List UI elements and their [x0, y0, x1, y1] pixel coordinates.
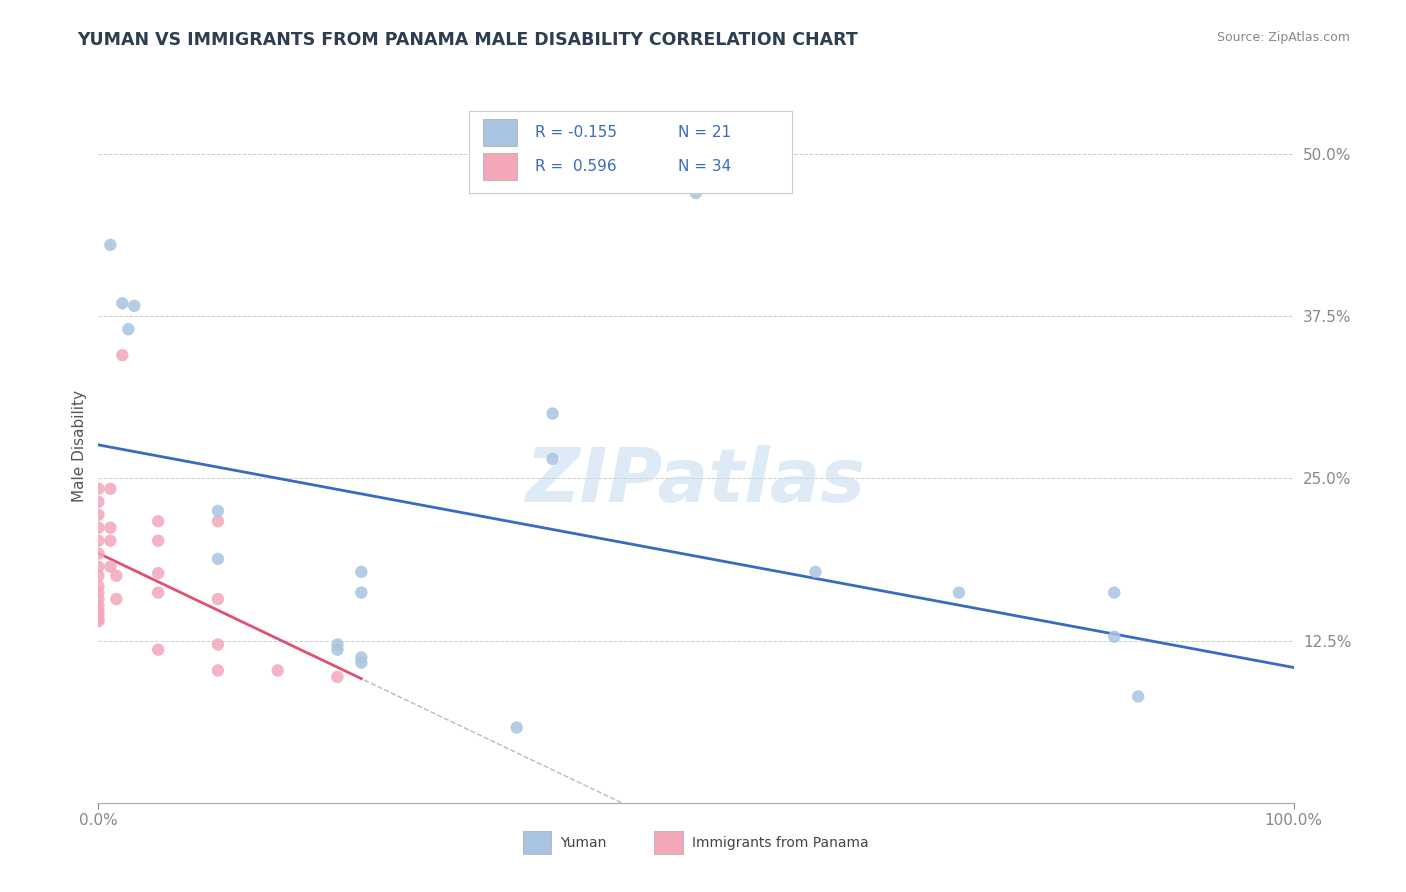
Text: Yuman: Yuman	[560, 836, 606, 850]
Text: ZIPatlas: ZIPatlas	[526, 445, 866, 518]
Point	[148, 514, 170, 528]
Point	[541, 407, 564, 421]
Bar	[523, 831, 551, 855]
Point	[506, 721, 529, 735]
Text: Source: ZipAtlas.com: Source: ZipAtlas.com	[1216, 31, 1350, 45]
Text: YUMAN VS IMMIGRANTS FROM PANAMA MALE DISABILITY CORRELATION CHART: YUMAN VS IMMIGRANTS FROM PANAMA MALE DIS…	[77, 31, 858, 49]
Point	[350, 650, 373, 665]
Point	[148, 585, 170, 599]
Point	[98, 482, 122, 496]
Point	[87, 604, 110, 618]
Point	[207, 664, 229, 678]
Point	[207, 504, 229, 518]
Point	[350, 565, 373, 579]
Point	[207, 638, 229, 652]
Point	[124, 299, 146, 313]
Point	[350, 656, 373, 670]
Text: N = 34: N = 34	[678, 159, 731, 174]
Point	[98, 533, 122, 548]
Point	[87, 521, 110, 535]
Point	[148, 566, 170, 581]
Point	[207, 592, 229, 607]
Point	[87, 592, 110, 607]
Bar	[470, 111, 792, 193]
Point	[87, 611, 110, 625]
Point	[87, 614, 110, 628]
Point	[111, 296, 134, 310]
Point	[87, 607, 110, 622]
Point	[350, 585, 373, 599]
Point	[326, 670, 349, 684]
Point	[541, 452, 564, 467]
Bar	[484, 120, 517, 146]
Point	[326, 638, 349, 652]
Point	[98, 559, 122, 574]
Point	[87, 495, 110, 509]
Point	[87, 599, 110, 613]
Point	[948, 585, 970, 599]
Point	[804, 565, 827, 579]
Text: R =  0.596: R = 0.596	[534, 159, 616, 174]
Point	[326, 642, 349, 657]
Point	[111, 348, 134, 362]
Point	[87, 508, 110, 522]
Bar	[484, 153, 517, 180]
Point	[87, 547, 110, 561]
Point	[207, 514, 229, 528]
Point	[87, 568, 110, 582]
Point	[87, 585, 110, 599]
Point	[1104, 630, 1126, 644]
Point	[98, 238, 122, 252]
Point	[105, 568, 128, 582]
Point	[117, 322, 139, 336]
Point	[267, 664, 290, 678]
Point	[87, 579, 110, 593]
Point	[1128, 690, 1150, 704]
Point	[1104, 585, 1126, 599]
Y-axis label: Male Disability: Male Disability	[72, 390, 87, 502]
Point	[98, 521, 122, 535]
Bar	[654, 831, 683, 855]
Point	[87, 482, 110, 496]
Point	[87, 533, 110, 548]
Point	[148, 642, 170, 657]
Point	[685, 186, 707, 200]
Point	[207, 552, 229, 566]
Text: N = 21: N = 21	[678, 125, 731, 140]
Text: Immigrants from Panama: Immigrants from Panama	[692, 836, 869, 850]
Point	[148, 533, 170, 548]
Point	[87, 559, 110, 574]
Text: R = -0.155: R = -0.155	[534, 125, 617, 140]
Point	[105, 592, 128, 607]
